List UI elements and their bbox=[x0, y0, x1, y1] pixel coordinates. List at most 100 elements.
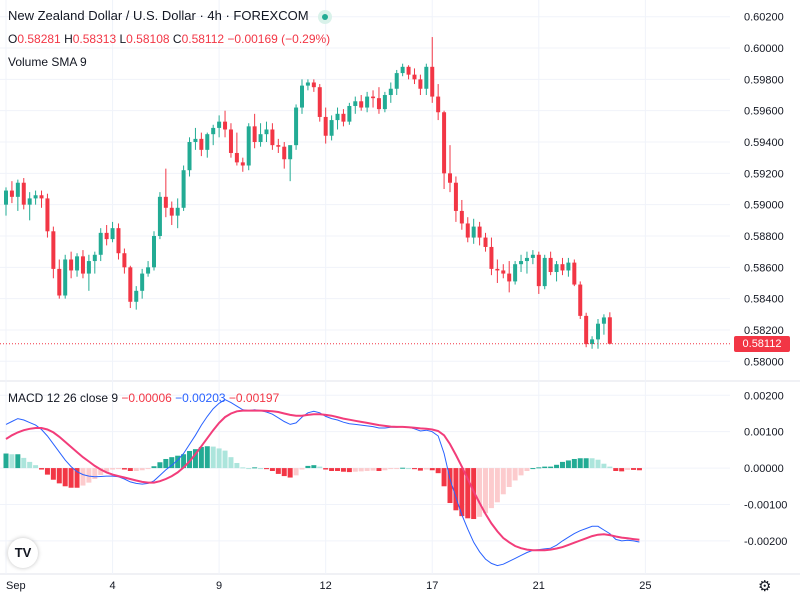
candle-body bbox=[21, 182, 26, 205]
histogram-bar bbox=[222, 450, 228, 469]
candle-body bbox=[400, 66, 405, 74]
candle-body bbox=[572, 262, 577, 285]
histogram-bar bbox=[417, 468, 423, 471]
price-tick-label: 0.58400 bbox=[744, 294, 784, 306]
candle-body bbox=[45, 198, 50, 232]
time-tick-label: 12 bbox=[320, 580, 332, 592]
candle-body bbox=[33, 195, 38, 199]
macd-tick-label: -0.00100 bbox=[744, 499, 787, 511]
ohlc-legend: O0.58281 H0.58313 L0.58108 C0.58112 −0.0… bbox=[8, 32, 330, 46]
histogram-bar bbox=[465, 468, 471, 519]
macd-axis: 0.00200 0.00100 0.00000 -0.00100 -0.00200 bbox=[744, 390, 787, 548]
candle-body bbox=[264, 129, 269, 135]
last-price-badge: 0.58112 bbox=[734, 335, 790, 352]
histogram-bar bbox=[181, 454, 187, 469]
histogram-bar bbox=[110, 468, 116, 470]
candle-body bbox=[554, 264, 559, 273]
candlestick-series bbox=[4, 37, 612, 349]
close-label: C bbox=[172, 32, 182, 46]
histogram-bar bbox=[151, 466, 157, 469]
low-label: L bbox=[119, 32, 127, 46]
volume-legend[interactable]: Volume SMA 9 bbox=[8, 55, 87, 69]
volume-sma: SMA 9 bbox=[51, 55, 87, 69]
histogram-bar bbox=[595, 459, 601, 469]
candle-body bbox=[430, 66, 435, 97]
candle-body bbox=[98, 232, 103, 255]
histogram-bar bbox=[370, 468, 376, 471]
candle-body bbox=[15, 182, 20, 197]
candle-body bbox=[341, 113, 346, 122]
candle-body bbox=[69, 259, 74, 271]
candle-body bbox=[9, 190, 14, 197]
histogram-bar bbox=[411, 468, 417, 470]
candle-body bbox=[311, 82, 316, 88]
volume-label: Volume bbox=[8, 55, 49, 69]
macd-line-value: −0.00203 bbox=[175, 391, 226, 405]
histogram-bar bbox=[210, 446, 216, 469]
change-value: −0.00169 (−0.29%) bbox=[227, 32, 331, 46]
histogram-bar bbox=[204, 446, 210, 469]
candle-body bbox=[590, 339, 595, 345]
gear-icon[interactable]: ⚙ bbox=[758, 578, 772, 595]
histogram-bar bbox=[530, 468, 536, 470]
histogram-bar bbox=[269, 468, 275, 471]
histogram-bar bbox=[376, 468, 382, 471]
candle-body bbox=[217, 121, 222, 128]
histogram-bar bbox=[577, 458, 583, 469]
histogram-bar bbox=[346, 468, 352, 473]
candle-body bbox=[228, 129, 233, 153]
histogram-bar bbox=[104, 468, 110, 472]
candle-body bbox=[436, 96, 441, 113]
candle-body bbox=[75, 256, 80, 271]
candle-body bbox=[258, 134, 263, 143]
tradingview-logo[interactable]: TV bbox=[8, 538, 38, 568]
histogram-bar bbox=[607, 466, 613, 469]
candle-body bbox=[146, 267, 151, 274]
candle-body bbox=[578, 284, 583, 316]
histogram-bar bbox=[441, 468, 447, 487]
histogram-bar bbox=[488, 468, 494, 509]
symbol-title[interactable]: New Zealand Dollar / U.S. Dollar · 4h · … bbox=[8, 8, 333, 24]
histogram-bar bbox=[625, 468, 631, 470]
candle-body bbox=[560, 264, 565, 271]
price-tick-label: 0.59600 bbox=[744, 106, 784, 118]
candle-body bbox=[542, 257, 547, 287]
histogram-bar bbox=[44, 468, 50, 475]
macd-histogram bbox=[3, 446, 642, 520]
histogram-bar bbox=[15, 454, 21, 469]
candle-body bbox=[252, 126, 257, 143]
macd-label: MACD bbox=[8, 391, 44, 405]
histogram-bar bbox=[619, 468, 625, 472]
candle-body bbox=[122, 253, 127, 268]
candle-body bbox=[246, 126, 251, 166]
macd-params: 12 26 close 9 bbox=[46, 391, 119, 405]
histogram-bar bbox=[536, 467, 542, 469]
open-value: 0.58281 bbox=[17, 32, 61, 46]
candle-body bbox=[181, 170, 186, 208]
candle-body bbox=[501, 270, 506, 274]
price-tick-label: 0.58800 bbox=[744, 231, 784, 243]
histogram-bar bbox=[459, 468, 465, 517]
histogram-bar bbox=[382, 468, 388, 471]
candle-body bbox=[169, 207, 174, 216]
histogram-bar bbox=[74, 468, 80, 488]
candle-body bbox=[110, 228, 115, 240]
candle-body bbox=[270, 129, 275, 146]
candle-body bbox=[448, 173, 452, 183]
price-tick-label: 0.59800 bbox=[744, 74, 784, 86]
macd-hist-value: −0.00006 bbox=[121, 391, 172, 405]
histogram-bar bbox=[494, 468, 500, 503]
open-label: O bbox=[8, 32, 18, 46]
high-label: H bbox=[64, 32, 73, 46]
candle-body bbox=[27, 198, 32, 205]
grid-lines bbox=[0, 0, 800, 575]
histogram-bar bbox=[518, 468, 524, 476]
candle-body bbox=[134, 290, 139, 302]
candle-body bbox=[376, 98, 381, 110]
histogram-bar bbox=[281, 468, 287, 477]
macd-legend[interactable]: MACD 12 26 close 9 −0.00006 −0.00203 −0.… bbox=[8, 391, 279, 405]
symbol-title-text: New Zealand Dollar / U.S. Dollar · 4h · … bbox=[8, 8, 309, 23]
histogram-bar bbox=[317, 466, 323, 469]
histogram-bar bbox=[512, 468, 518, 481]
